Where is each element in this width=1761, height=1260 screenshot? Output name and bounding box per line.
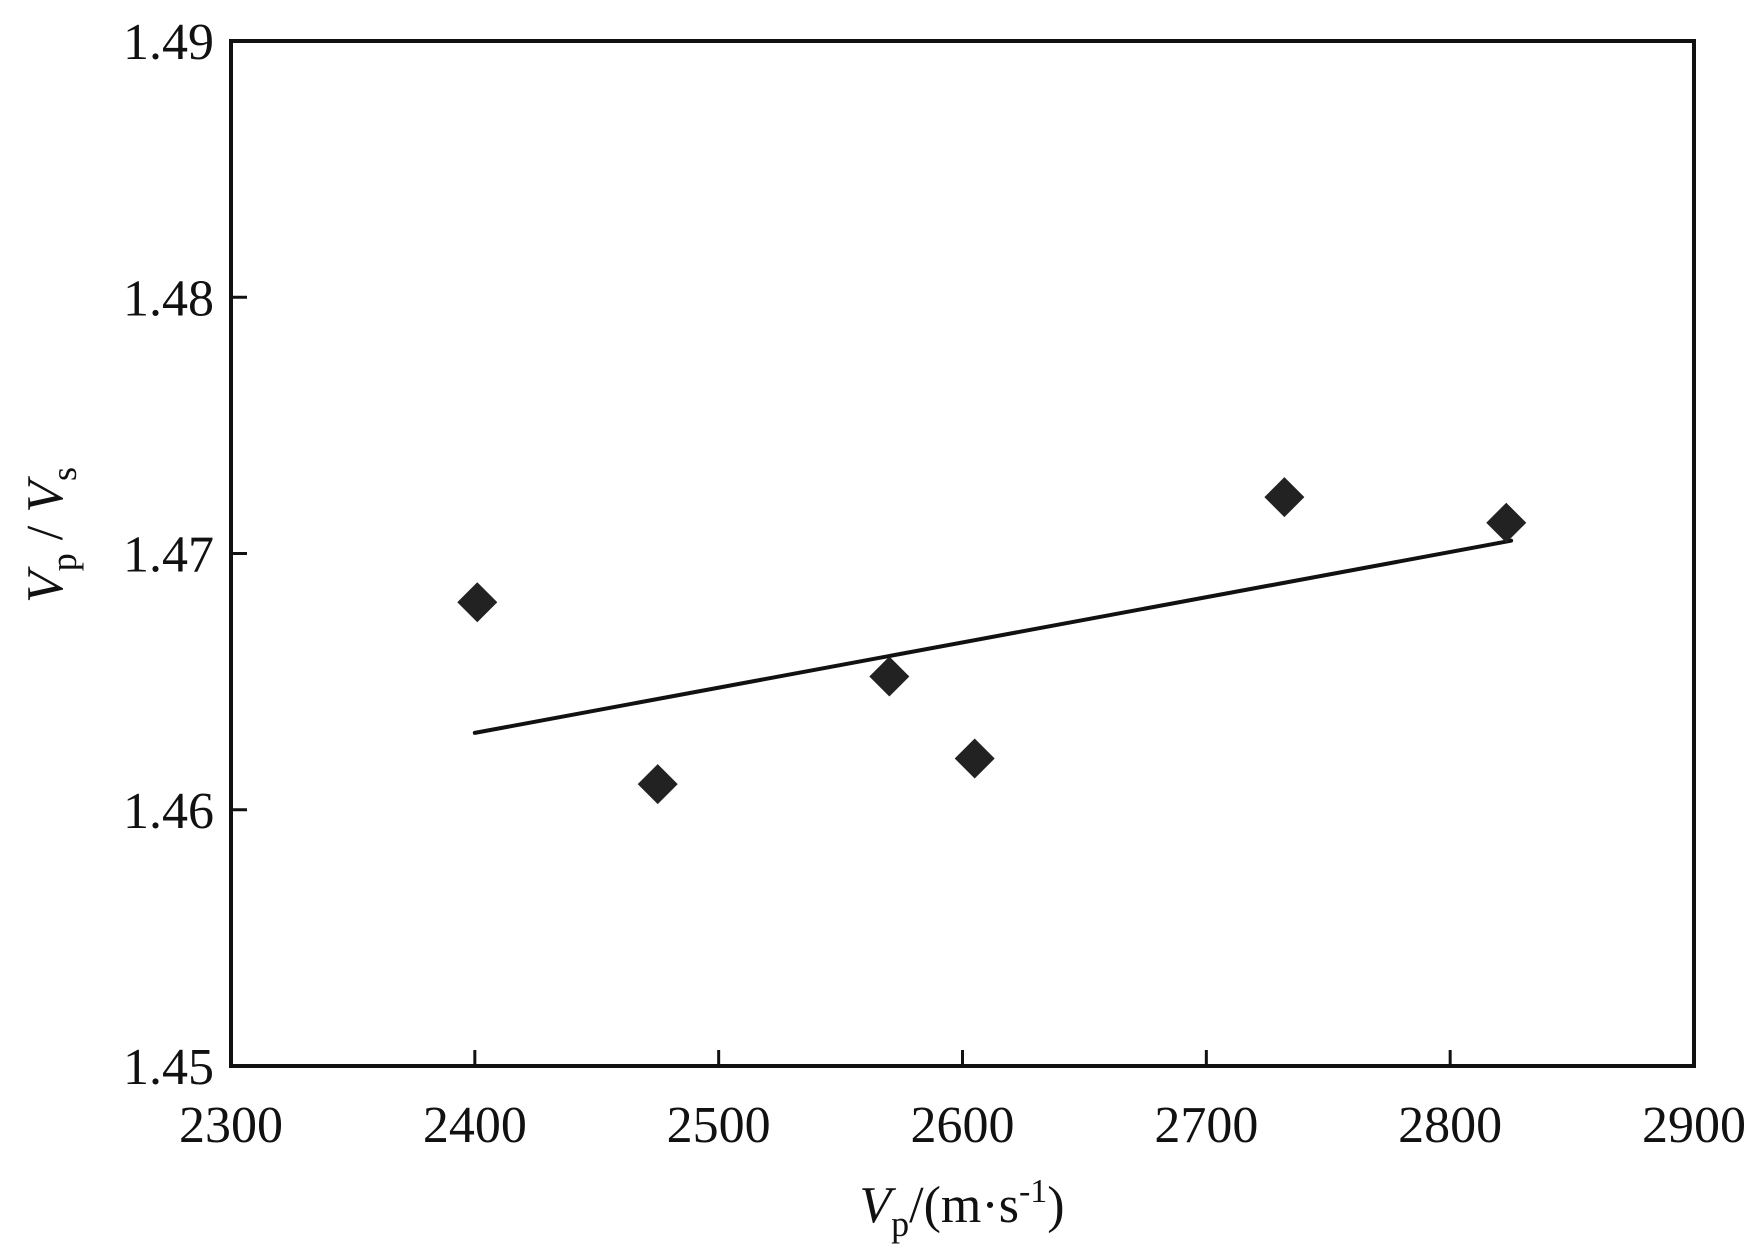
data-point [869,656,910,697]
x-tick-label: 2900 [1642,1097,1746,1154]
y-axis-label: Vp / Vs [17,467,84,603]
x-tick-label: 2400 [423,1097,527,1154]
y-tick-label: 1.49 [123,14,214,71]
x-tick-label: 2800 [1398,1097,1502,1154]
data-point [1264,477,1305,518]
plot-frame [229,39,1696,1068]
x-axis-ticks: 2300 2400 2500 2600 2700 2800 2900 [179,1050,1746,1154]
data-point [954,738,995,779]
data-point [1486,502,1527,543]
y-tick-label: 1.47 [123,527,214,584]
data-point [637,764,678,805]
data-point [457,582,498,623]
x-tick-label: 2700 [1154,1097,1258,1154]
x-tick-label: 2500 [667,1097,771,1154]
fit-line [472,538,1514,735]
y-tick-label: 1.46 [123,783,214,840]
x-axis-label: Vp/(m·s-1) [859,1173,1064,1244]
x-tick-label: 2600 [911,1097,1015,1154]
y-axis-ticks: 1.45 1.46 1.47 1.48 1.49 [123,14,247,1096]
fit-line-layer [472,538,1514,735]
y-tick-label: 1.48 [123,270,214,327]
x-tick-label: 2300 [179,1097,283,1154]
y-tick-label: 1.45 [123,1039,214,1096]
data-points-layer [457,477,1527,805]
